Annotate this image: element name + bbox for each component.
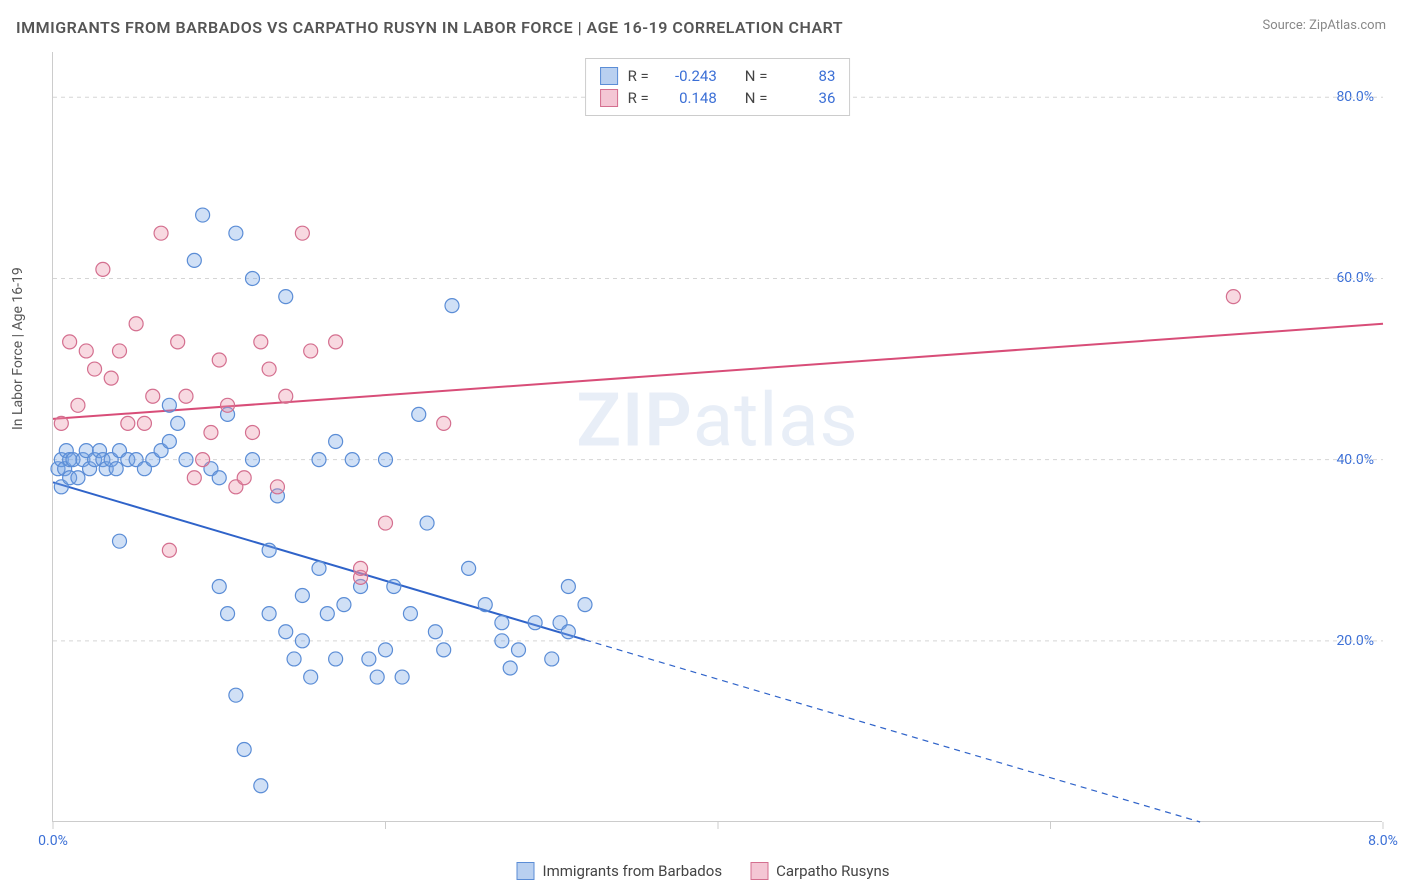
r-value-1: -0.243 <box>659 67 717 85</box>
n-value-2: 36 <box>777 89 835 107</box>
legend-correlation: R = -0.243 N = 83 R = 0.148 N = 36 <box>585 58 851 116</box>
chart-area: ZIPatlas R = -0.243 N = 83 R = 0.148 N =… <box>52 52 1382 822</box>
y-axis-label: In Labor Force | Age 16-19 <box>10 267 26 430</box>
legend-bottom: Immigrants from Barbados Carpatho Rusyns <box>517 862 890 880</box>
legend-item-1: Immigrants from Barbados <box>517 862 723 880</box>
r-value-2: 0.148 <box>659 89 717 107</box>
r-label: R = <box>628 67 649 85</box>
source-text: Source: ZipAtlas.com <box>1262 18 1386 33</box>
legend-row-series-1: R = -0.243 N = 83 <box>600 65 836 87</box>
n-value-1: 83 <box>777 67 835 85</box>
swatch-series-1 <box>600 67 618 85</box>
swatch-series-2 <box>600 89 618 107</box>
n-label: N = <box>745 89 768 107</box>
legend-item-2: Carpatho Rusyns <box>750 862 889 880</box>
n-label: N = <box>745 67 768 85</box>
legend-row-series-2: R = 0.148 N = 36 <box>600 87 836 109</box>
swatch-bottom-2 <box>750 862 768 880</box>
chart-title: IMMIGRANTS FROM BARBADOS VS CARPATHO RUS… <box>16 18 843 37</box>
scatter-plot <box>53 52 1382 821</box>
r-label: R = <box>628 89 649 107</box>
x-tick-label: 8.0% <box>1368 833 1398 849</box>
x-tick-label: 0.0% <box>38 833 68 849</box>
legend-label-2: Carpatho Rusyns <box>776 862 889 880</box>
swatch-bottom-1 <box>517 862 535 880</box>
legend-label-1: Immigrants from Barbados <box>543 862 723 880</box>
